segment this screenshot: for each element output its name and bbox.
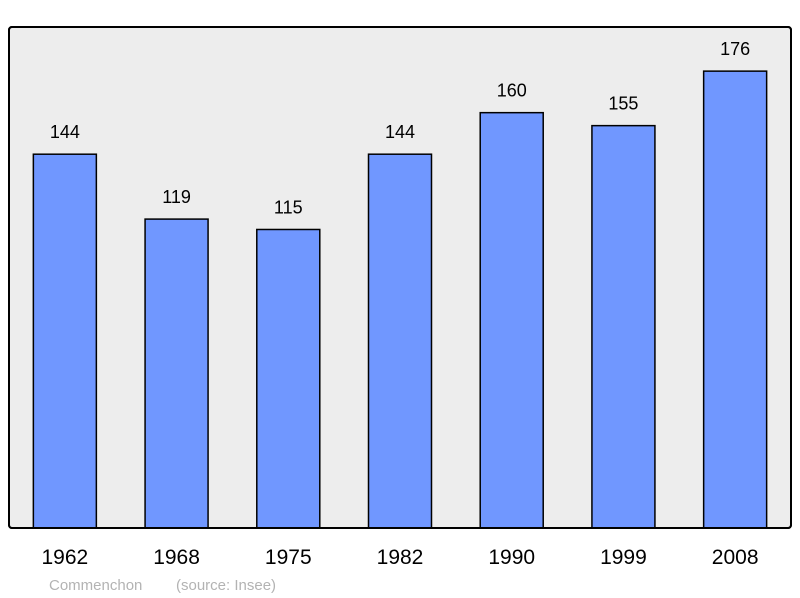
footer-place: Commenchon [49, 577, 142, 594]
data-label-1999: 155 [608, 94, 638, 114]
x-tick-2008: 2008 [712, 546, 759, 569]
x-tick-1975: 1975 [265, 546, 312, 569]
footer-source: (source: Insee) [176, 577, 276, 594]
data-label-1990: 160 [497, 81, 527, 101]
data-label-1975: 115 [274, 197, 303, 217]
bar-1968 [144, 218, 209, 529]
x-tick-1962: 1962 [41, 546, 88, 569]
bar-1962 [32, 153, 98, 529]
bar-1982 [367, 153, 433, 529]
bar-1999 [591, 124, 656, 529]
data-label-1982: 144 [385, 122, 415, 142]
data-label-2008: 176 [720, 39, 750, 59]
x-tick-1982: 1982 [377, 546, 424, 569]
x-tick-1968: 1968 [153, 546, 200, 569]
plot-frame [8, 26, 792, 529]
bar-2008 [702, 70, 768, 529]
bar-1975 [256, 228, 321, 529]
x-tick-1999: 1999 [600, 546, 647, 569]
bar-1990 [479, 111, 544, 529]
x-tick-1990: 1990 [488, 546, 535, 569]
data-label-1968: 119 [162, 187, 191, 207]
data-label-1962: 144 [50, 122, 80, 142]
